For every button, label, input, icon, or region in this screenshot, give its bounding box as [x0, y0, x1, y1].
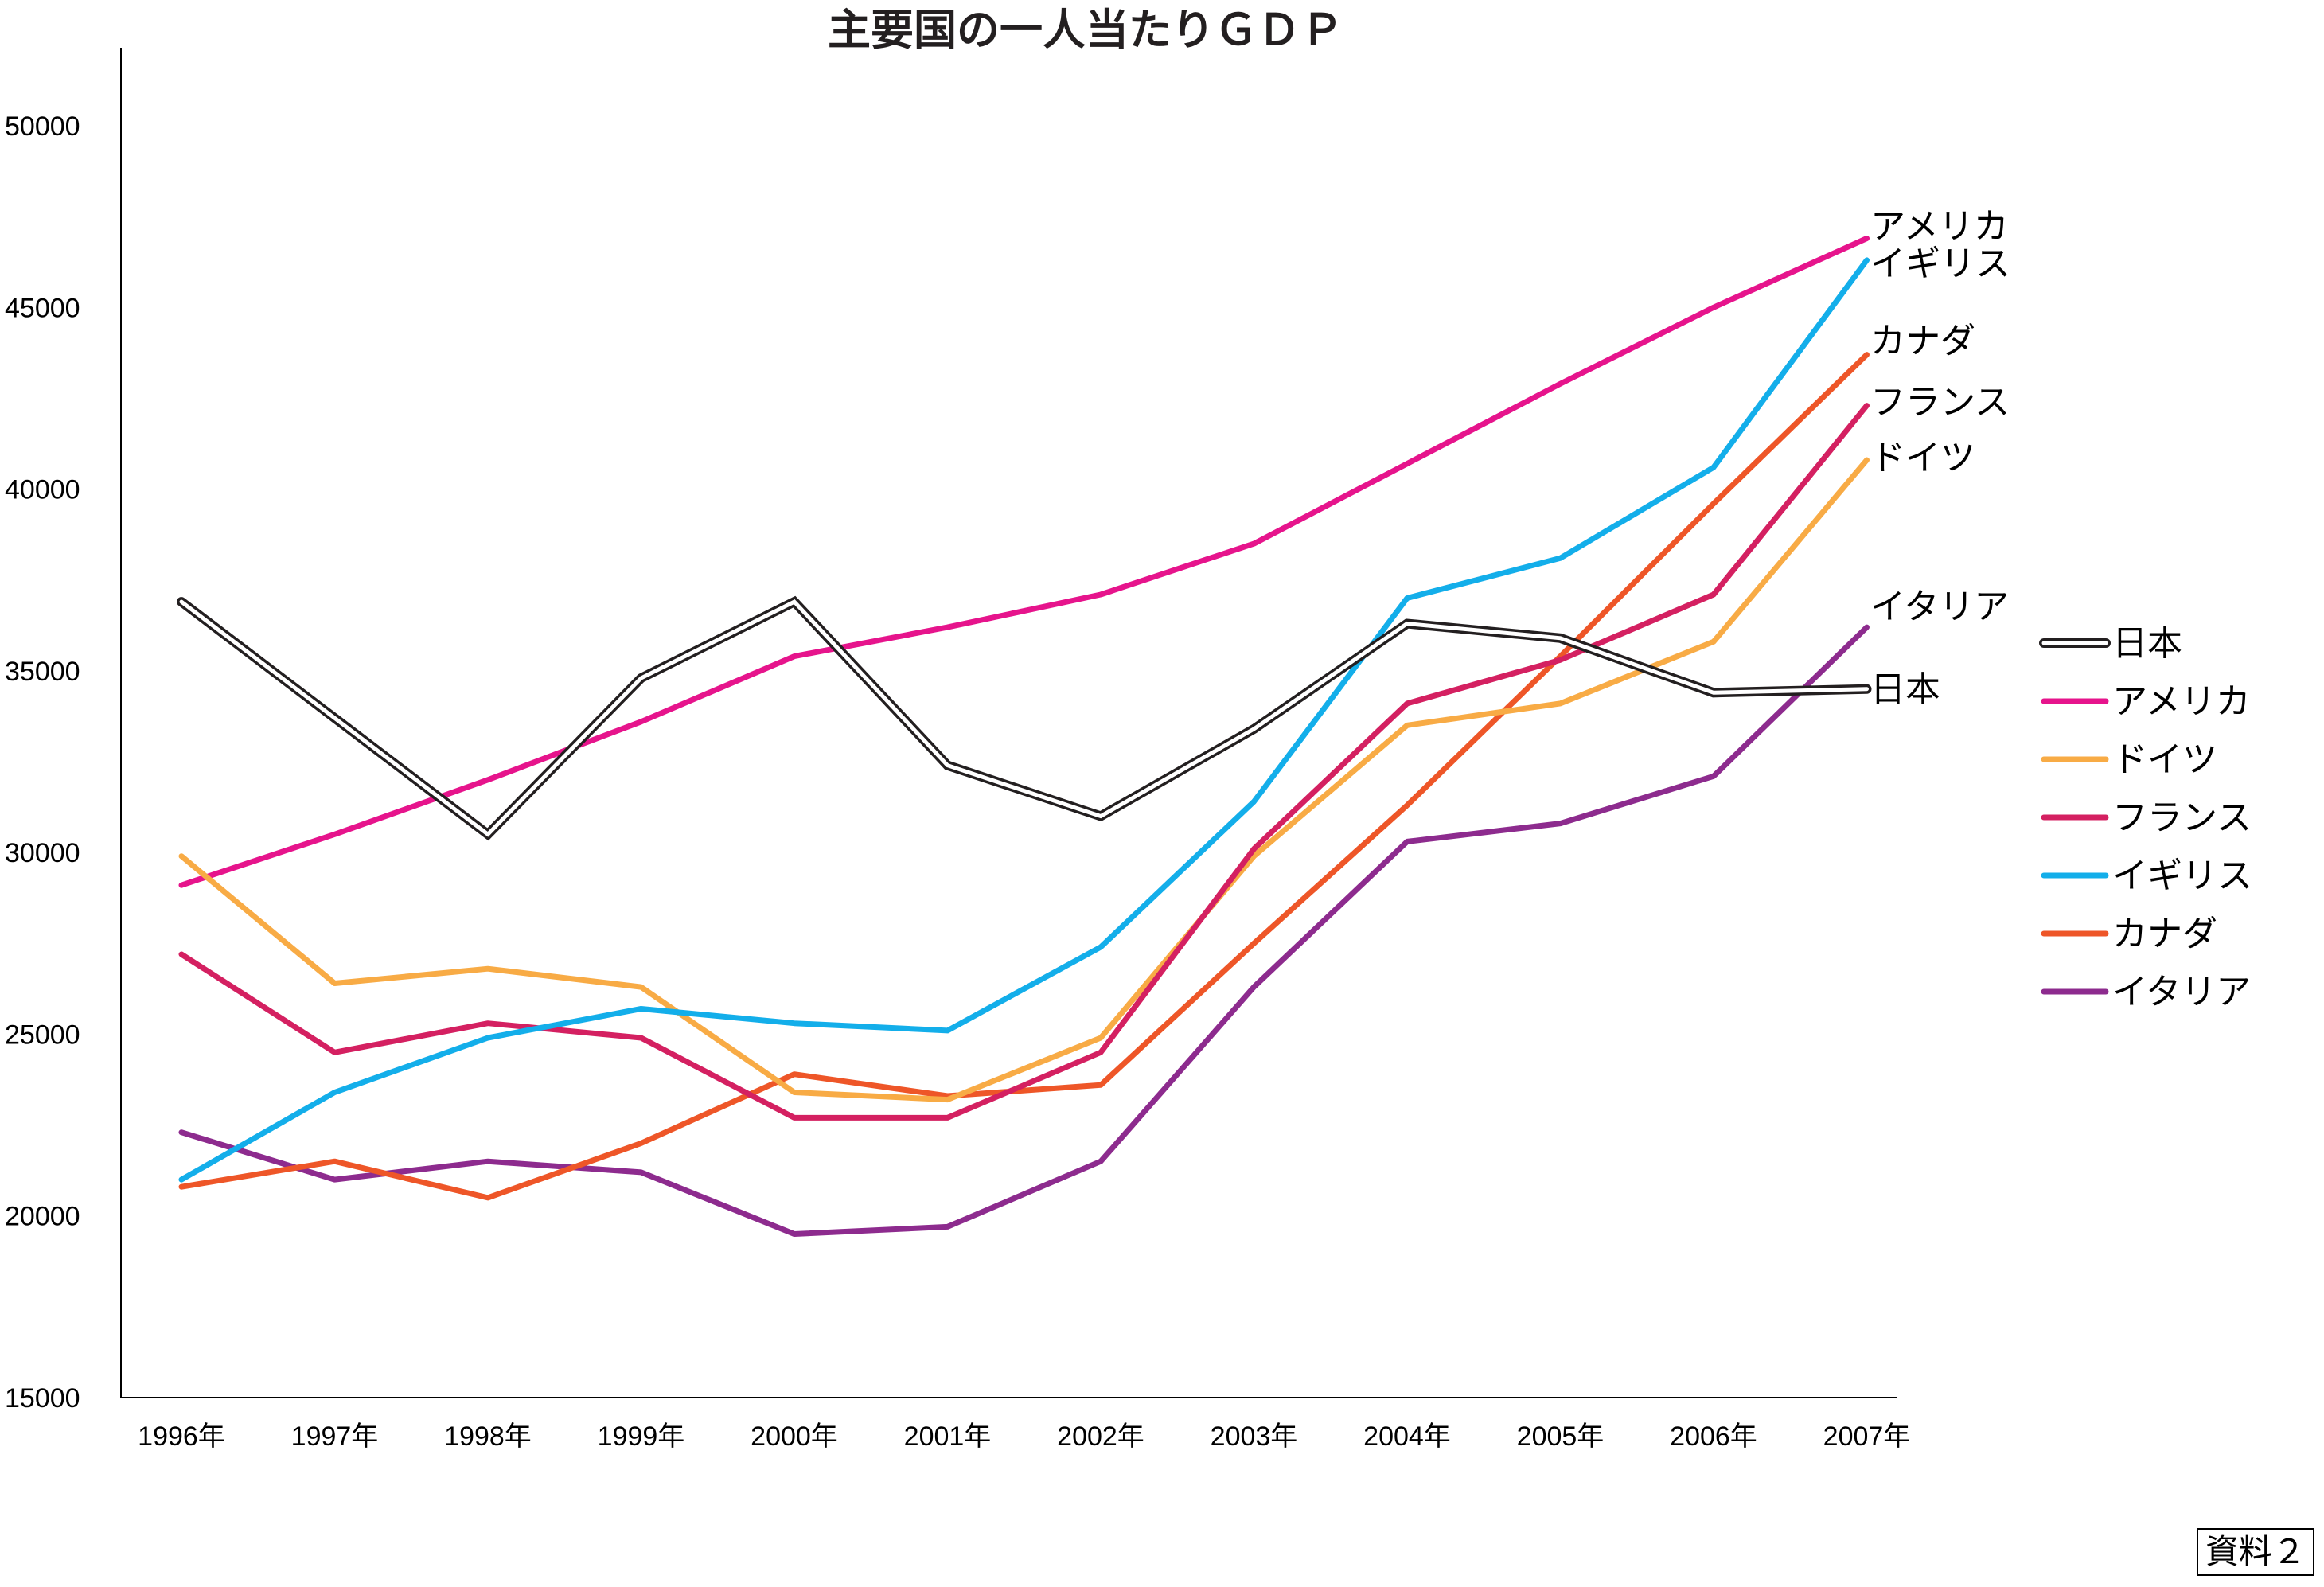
- y-tick-label: 40000: [5, 475, 80, 505]
- x-tick-labels: 1996年 1997年 1998年 1999年 2000年 2001年 2002年 2003年…: [138, 1421, 1910, 1452]
- x-tick-label: 2007年: [1823, 1421, 1911, 1452]
- legend-label: 日本: [2112, 623, 2182, 664]
- legend-label: フランス: [2112, 797, 2252, 838]
- y-tick-label: 45000: [5, 293, 80, 323]
- y-tick-label: 15000: [5, 1383, 80, 1413]
- x-tick-label: 2004年: [1363, 1421, 1451, 1452]
- y-tick-label: 35000: [5, 657, 80, 687]
- y-tick-label: 20000: [5, 1202, 80, 1232]
- series-lines: [177, 236, 1872, 1237]
- x-tick-label: 1997年: [291, 1421, 379, 1452]
- series-line: [178, 624, 1870, 1237]
- series-line: [178, 352, 1870, 1201]
- end-label: 日本: [1870, 669, 1940, 710]
- chart-title: 主要国の一人当たりＧＤＰ: [828, 5, 1343, 55]
- y-tick-label: 30000: [5, 838, 80, 868]
- series-line: [178, 457, 1870, 1103]
- legend-label: カナダ: [2112, 914, 2217, 954]
- legend-label: イギリス: [2112, 856, 2252, 896]
- x-tick-label: 1998年: [444, 1421, 532, 1452]
- x-tick-label: 2000年: [751, 1421, 838, 1452]
- x-tick-label: 2003年: [1211, 1421, 1298, 1452]
- x-tick-label: 1996年: [138, 1421, 225, 1452]
- y-tick-label: 25000: [5, 1020, 80, 1050]
- legend-label: イタリア: [2112, 972, 2251, 1012]
- x-tick-label: 1999年: [598, 1421, 685, 1452]
- x-tick-label: 2001年: [904, 1421, 992, 1452]
- end-label: アメリカ: [1870, 206, 2009, 247]
- series-line: [178, 257, 1870, 1183]
- legend-label: ドイツ: [2112, 739, 2217, 780]
- series-line: [178, 403, 1870, 1121]
- end-label: ドイツ: [1870, 438, 1975, 478]
- x-tick-label: 2005年: [1517, 1421, 1605, 1452]
- y-tick-labels: 50000 45000 40000 35000 30000 25000 20000 15000: [5, 111, 80, 1413]
- x-tick-label: 2006年: [1670, 1421, 1757, 1452]
- y-tick-label: 50000: [5, 111, 80, 142]
- end-label: イタリア: [1870, 587, 2009, 627]
- legend-label: アメリカ: [2112, 681, 2251, 722]
- x-tick-label: 2002年: [1057, 1421, 1144, 1452]
- series-line: [178, 236, 1870, 888]
- end-label: イギリス: [1870, 244, 2010, 284]
- series-line: [179, 599, 1869, 837]
- end-label: カナダ: [1870, 321, 1975, 361]
- source-label: 資料２: [2197, 1528, 2314, 1576]
- end-label: フランス: [1870, 382, 2010, 423]
